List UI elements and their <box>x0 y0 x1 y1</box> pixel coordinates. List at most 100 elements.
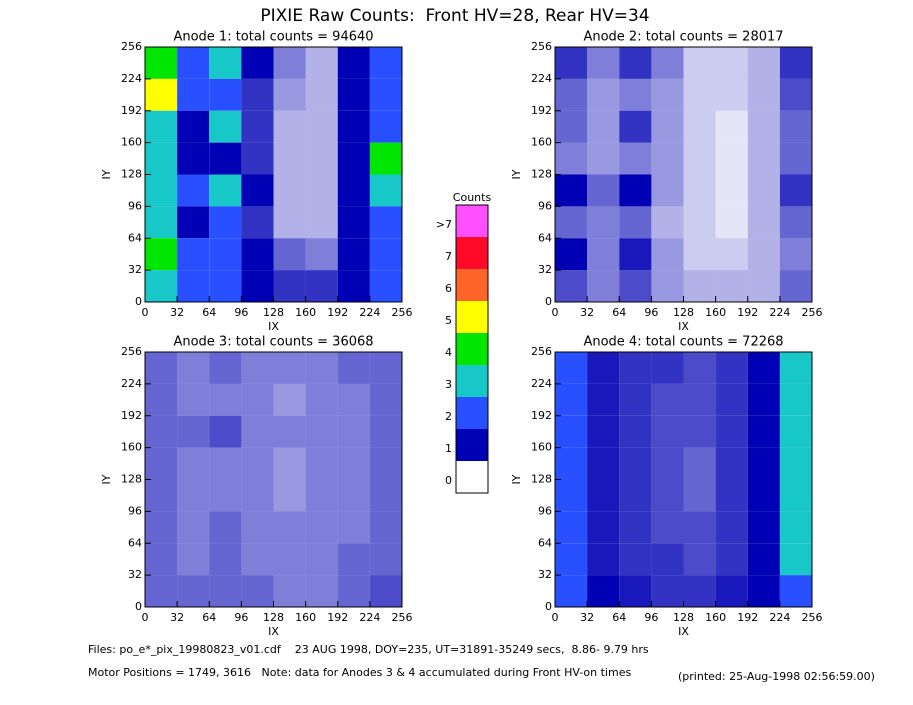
heatmap-cell <box>683 238 716 271</box>
colorbar-cell <box>456 365 488 397</box>
heatmap-cell <box>177 543 210 576</box>
heatmap-cell <box>715 238 748 271</box>
heatmap-cell <box>555 511 588 544</box>
heatmap-cell <box>241 110 274 143</box>
heatmap-cell <box>337 383 370 416</box>
colorbar-label: 6 <box>445 282 452 295</box>
heatmap-cell <box>241 575 274 607</box>
heatmap-cell <box>337 575 370 607</box>
colorbar-label: >7 <box>436 218 452 231</box>
panel-title: Anode 3: total counts = 36068 <box>173 335 373 350</box>
heatmap-cell <box>619 110 652 143</box>
heatmap-cell <box>619 447 652 480</box>
heatmap-cell <box>177 415 210 448</box>
heatmap-cell <box>241 174 274 207</box>
heatmap-cell <box>619 479 652 512</box>
x-tick-label: 64 <box>612 611 626 624</box>
heatmap-cell <box>305 447 338 480</box>
y-tick-label: 96 <box>128 504 142 517</box>
heatmap-cell <box>369 543 402 576</box>
x-tick-label: 160 <box>705 611 726 624</box>
x-tick-label: 256 <box>392 306 413 319</box>
heatmap-cell <box>305 511 338 544</box>
heatmap-cell <box>715 383 748 416</box>
panel-title: Anode 2: total counts = 28017 <box>583 30 783 45</box>
x-tick-label: 64 <box>612 306 626 319</box>
heatmap-cell <box>715 511 748 544</box>
heatmap-cell <box>273 447 306 480</box>
heatmap-cell <box>273 575 306 607</box>
heatmap-cell <box>273 479 306 512</box>
heatmap-cell <box>337 352 370 384</box>
heatmap-cell <box>241 270 274 302</box>
heatmap-cell <box>273 142 306 175</box>
y-tick-label: 256 <box>121 40 142 53</box>
heatmap-cell <box>305 543 338 576</box>
heatmap-cell <box>177 447 210 480</box>
heatmap-cell <box>241 142 274 175</box>
heatmap-cell <box>209 479 242 512</box>
colorbar-cell <box>456 397 488 429</box>
y-axis-label: IY <box>100 474 113 484</box>
heatmap-cell <box>715 543 748 576</box>
y-tick-label: 0 <box>135 295 142 308</box>
colorbar-label: 2 <box>445 410 452 423</box>
heatmap-cell <box>747 78 780 111</box>
heatmap-cell <box>305 383 338 416</box>
heatmap-cell <box>241 511 274 544</box>
x-tick-label: 96 <box>644 611 658 624</box>
heatmap-cell <box>209 511 242 544</box>
heatmap-cell <box>241 238 274 271</box>
colorbar-frame <box>455 204 489 494</box>
heatmap-cell <box>145 47 178 79</box>
heatmap-cell <box>337 270 370 302</box>
heatmap-cell <box>337 142 370 175</box>
y-tick-label: 160 <box>531 136 552 149</box>
y-axis-label: IY <box>510 169 523 179</box>
heatmap-cell <box>241 447 274 480</box>
heatmap-cell <box>587 174 620 207</box>
colorbar-label: 0 <box>445 474 452 487</box>
figure-title: PIXIE Raw Counts: Front HV=28, Rear HV=3… <box>260 6 649 26</box>
heatmap-cell <box>337 174 370 207</box>
x-tick-label: 256 <box>392 611 413 624</box>
heatmap-cell <box>683 174 716 207</box>
heatmap-cell <box>273 174 306 207</box>
heatmap-cell <box>747 543 780 576</box>
heatmap-cell <box>305 206 338 239</box>
y-tick-label: 224 <box>121 377 142 390</box>
heatmap-cell <box>273 110 306 143</box>
heatmap-cell <box>587 479 620 512</box>
heatmap-cell <box>241 543 274 576</box>
heatmap-cell <box>555 383 588 416</box>
heatmap-cell <box>209 447 242 480</box>
heatmap-cell <box>273 543 306 576</box>
heatmap-cell <box>337 238 370 271</box>
heatmap-cell <box>619 415 652 448</box>
y-tick-label: 64 <box>538 536 552 549</box>
heatmap-cell <box>177 78 210 111</box>
heatmap-cell <box>747 352 780 384</box>
heatmap-cell <box>715 206 748 239</box>
heatmap-cell <box>747 47 780 79</box>
heatmap-cell <box>305 78 338 111</box>
heatmap-cell <box>747 142 780 175</box>
heatmap-cell <box>651 479 684 512</box>
heatmap-cell <box>241 78 274 111</box>
heatmap-cell <box>779 238 812 271</box>
heatmap-cell <box>779 206 812 239</box>
heatmap-cell <box>651 110 684 143</box>
heatmap-cell <box>779 383 812 416</box>
heatmap-cell <box>779 543 812 576</box>
y-tick-label: 128 <box>121 168 142 181</box>
heatmap-cell <box>555 352 588 384</box>
heatmap-cell <box>651 78 684 111</box>
heatmap-cell <box>587 238 620 271</box>
x-axis-label: IX <box>678 625 689 638</box>
heatmap-cell <box>619 78 652 111</box>
x-axis-label: IX <box>678 320 689 333</box>
heatmap-cell <box>619 238 652 271</box>
x-tick-label: 0 <box>552 611 559 624</box>
y-tick-label: 192 <box>121 409 142 422</box>
heatmap-cell <box>651 543 684 576</box>
